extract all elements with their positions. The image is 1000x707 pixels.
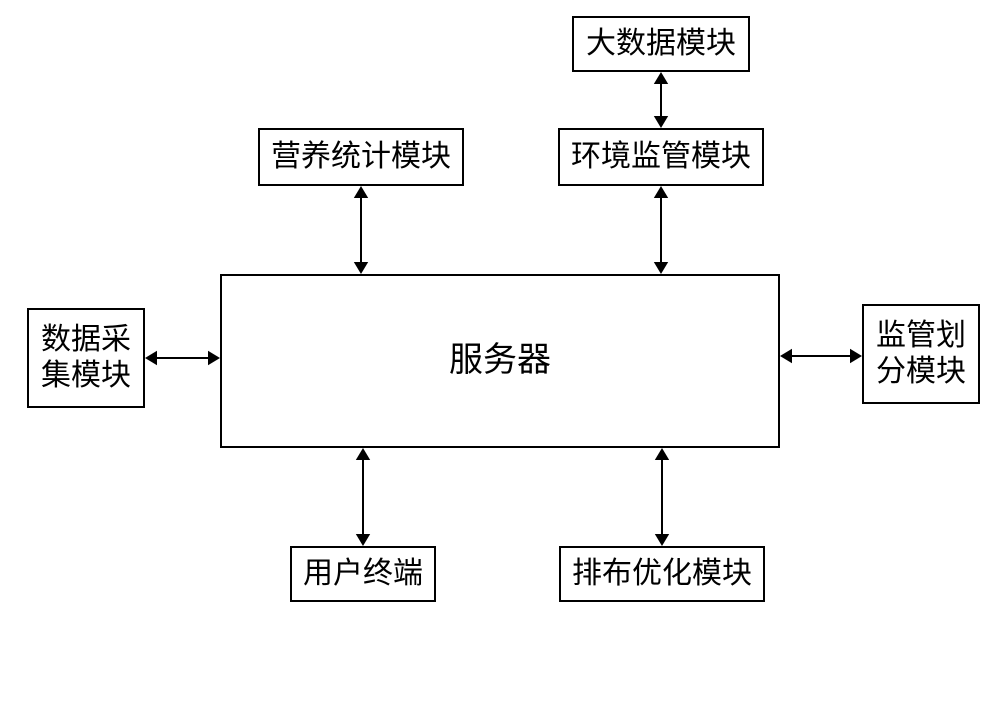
edges-layer — [0, 0, 1000, 707]
